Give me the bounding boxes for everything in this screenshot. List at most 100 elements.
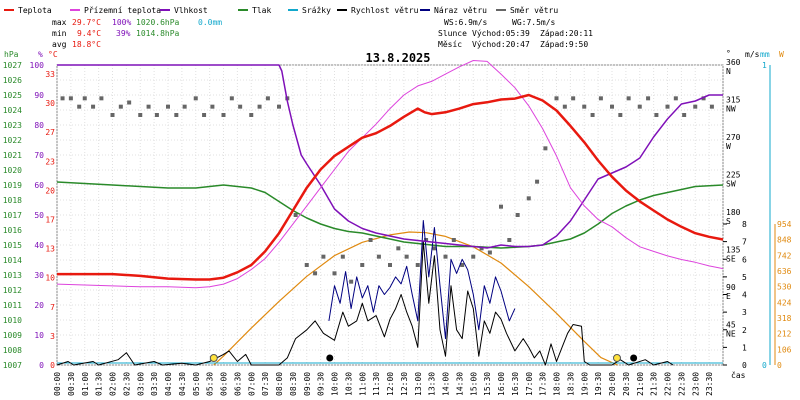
axis-hpa-tick: 1014 <box>3 256 22 265</box>
chart-date: 13.8.2025 <box>365 51 430 65</box>
stat-ws: WS:6.9m/s <box>444 18 488 27</box>
wind-dir-point <box>249 113 254 117</box>
wind-dir-point <box>424 238 429 242</box>
wind-dir-point <box>368 238 373 242</box>
wind-dir-point <box>388 263 392 267</box>
axis-x-tick: 04:30 <box>178 372 187 396</box>
axis-x-tick: 19:30 <box>594 372 603 396</box>
axis-ms-tick: 5 <box>742 273 747 282</box>
wind-dir-point <box>471 254 476 259</box>
axis-hpa-tick: 1025 <box>3 91 22 100</box>
axis-x-tick: 22:00 <box>664 372 673 396</box>
wind-dir-point <box>598 96 603 101</box>
axis-c-tick: 27 <box>45 128 55 137</box>
axis-x-tick: 11:00 <box>358 372 367 396</box>
wind-dir-point <box>321 254 326 259</box>
axis-x-tick: 19:00 <box>580 372 589 396</box>
stat-sunset: Západ:20:11 <box>540 29 593 38</box>
wind-dir-point <box>313 271 318 276</box>
wind-dir-point <box>293 213 298 217</box>
wind-dir-point <box>526 196 531 201</box>
axis-pct-tick: 80 <box>34 121 44 130</box>
stat-min-temp: 9.4°C <box>77 29 101 38</box>
wind-dir-point <box>182 104 187 109</box>
moonrise-marker <box>630 354 638 362</box>
wind-dir-point <box>693 104 698 109</box>
axis-x-tick: 02:30 <box>122 372 131 396</box>
legend-label: Teplota <box>18 6 52 15</box>
axis-dir-deg: 90 <box>726 283 736 292</box>
wind-dir-point <box>571 96 576 101</box>
wind-dir-point <box>77 104 82 109</box>
axis-mm-unit: mm <box>760 50 770 59</box>
wind-dir-point <box>127 100 132 105</box>
stat-max-temp: 29.7°C <box>72 18 101 27</box>
wind-dir-point <box>68 96 73 101</box>
stat-moon-label: Měsíc <box>438 40 462 49</box>
axis-pct-tick: 100 <box>30 61 45 70</box>
axis-hpa-unit: hPa <box>4 50 19 59</box>
wind-dir-point <box>460 263 465 267</box>
wind-dir-point <box>332 271 337 276</box>
axis-pct-unit: % <box>38 50 43 59</box>
axis-dir-deg: 270 <box>726 133 741 142</box>
axis-hpa-tick: 1020 <box>3 166 22 175</box>
stat-wg: WG:7.5m/s <box>512 18 556 27</box>
stat-min-label: min <box>52 29 67 38</box>
axis-dir-deg: 315 <box>726 96 741 105</box>
wind-dir-point <box>654 113 659 117</box>
wind-dir-point <box>590 113 595 117</box>
axis-pct-tick: 60 <box>34 181 44 190</box>
wind-dir-point <box>682 113 687 117</box>
axis-dir-name: N <box>726 67 731 76</box>
wind-dir-point <box>304 263 309 267</box>
series-temperature <box>57 93 724 281</box>
wind-dir-point <box>637 104 642 109</box>
axis-x-tick: 15:30 <box>483 372 492 396</box>
axis-c-tick: 17 <box>45 216 55 225</box>
axis-x-tick: 02:00 <box>109 372 118 396</box>
axis-x-tick: 01:30 <box>95 372 104 396</box>
wind-dir-point <box>673 96 678 101</box>
axis-pct-tick: 40 <box>34 241 44 250</box>
axis-pct-tick: 70 <box>34 151 44 160</box>
axis-hpa-tick: 1015 <box>3 241 22 250</box>
legend-item: Srážky <box>288 6 331 15</box>
axis-c-tick: 10 <box>45 274 55 283</box>
axis-dir-deg: 45 <box>726 321 736 330</box>
axis-hpa-tick: 1023 <box>3 121 22 130</box>
wind-dir-point <box>618 113 623 117</box>
axis-w-tick: 742 <box>777 251 792 260</box>
legend-item: Tlak <box>238 6 271 15</box>
axis-ms-tick: 4 <box>742 291 747 300</box>
wind-dir-point <box>479 246 484 251</box>
axis-hpa-tick: 1009 <box>3 331 22 340</box>
axis-ms-tick: 0 <box>742 361 747 370</box>
stat-max-press: 1020.6hPa <box>136 18 180 27</box>
axis-c-tick: 0 <box>50 361 55 370</box>
axis-x-tick: 16:30 <box>511 372 520 396</box>
axis-hpa-tick: 1018 <box>3 196 22 205</box>
axis-hpa-tick: 1011 <box>3 301 22 310</box>
wind-dir-point <box>360 263 365 267</box>
axis-dir-deg: 360 <box>726 58 741 67</box>
axis-x-tick: 04:00 <box>164 372 173 396</box>
stat-min-hum: 39% <box>116 29 131 38</box>
axes: hPa% °C1027102610251024102310221021102010… <box>3 49 792 396</box>
axis-hpa-tick: 1017 <box>3 211 22 220</box>
axis-x-tick: 05:00 <box>192 372 201 396</box>
wind-dir-point <box>535 179 540 184</box>
axis-x-tick: 15:00 <box>469 372 478 396</box>
wind-dir-point <box>340 254 345 259</box>
legend: Teplota Přízemní teplota Vlhkost Tlak Srážky… <box>4 6 558 15</box>
stat-sun-label: Slunce <box>438 29 467 38</box>
axis-x-tick: 09:00 <box>303 372 312 396</box>
axis-x-tick: 10:30 <box>344 372 353 396</box>
stat-max-rain: 0.0mm <box>198 18 222 27</box>
axis-x-tick: 12:00 <box>386 372 395 396</box>
legend-label: Přízemní teplota <box>84 6 161 15</box>
wind-dir-point <box>709 104 714 109</box>
wind-dir-point <box>701 96 706 101</box>
axis-hpa-tick: 1010 <box>3 316 22 325</box>
wind-dir-point <box>118 104 123 109</box>
